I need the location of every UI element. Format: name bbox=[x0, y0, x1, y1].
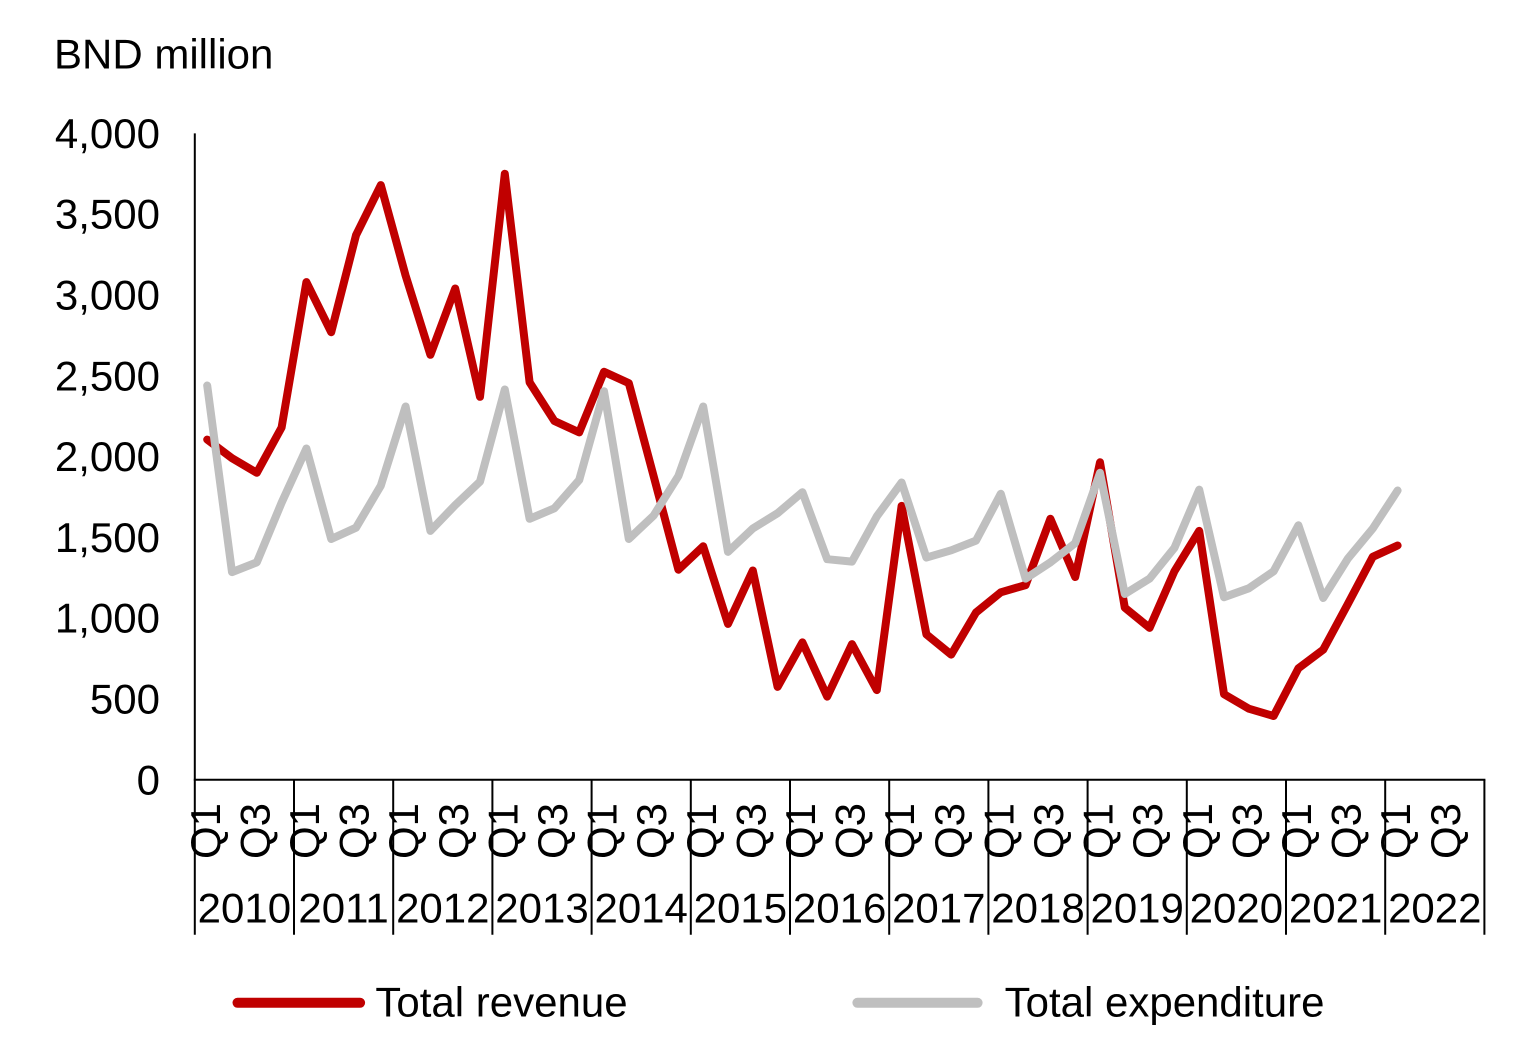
svg-text:2012: 2012 bbox=[396, 885, 489, 932]
svg-text:3,500: 3,500 bbox=[55, 191, 160, 238]
svg-text:Q3: Q3 bbox=[1124, 803, 1171, 859]
svg-text:Q1: Q1 bbox=[380, 803, 427, 859]
svg-text:Q3: Q3 bbox=[926, 803, 973, 859]
svg-text:Q1: Q1 bbox=[1372, 803, 1419, 859]
svg-text:500: 500 bbox=[90, 675, 160, 722]
svg-text:Q1: Q1 bbox=[182, 803, 229, 859]
svg-text:Total revenue: Total revenue bbox=[375, 979, 627, 1026]
svg-text:Total expenditure: Total expenditure bbox=[1005, 979, 1325, 1026]
svg-text:Q1: Q1 bbox=[777, 803, 824, 859]
svg-text:3,000: 3,000 bbox=[55, 271, 160, 318]
svg-text:Q3: Q3 bbox=[727, 803, 774, 859]
svg-text:Q3: Q3 bbox=[1323, 803, 1370, 859]
svg-text:2017: 2017 bbox=[892, 885, 985, 932]
svg-text:2,500: 2,500 bbox=[55, 352, 160, 399]
svg-text:Q3: Q3 bbox=[331, 803, 378, 859]
svg-text:2019: 2019 bbox=[1090, 885, 1183, 932]
svg-text:2018: 2018 bbox=[991, 885, 1084, 932]
svg-text:0: 0 bbox=[137, 756, 160, 803]
svg-text:2013: 2013 bbox=[495, 885, 588, 932]
svg-text:1,000: 1,000 bbox=[55, 595, 160, 642]
svg-text:2010: 2010 bbox=[198, 885, 291, 932]
svg-text:Q1: Q1 bbox=[281, 803, 328, 859]
svg-text:Q3: Q3 bbox=[231, 803, 278, 859]
svg-text:Q3: Q3 bbox=[529, 803, 576, 859]
svg-text:4,000: 4,000 bbox=[55, 110, 160, 157]
svg-text:Q1: Q1 bbox=[1273, 803, 1320, 859]
svg-text:1,500: 1,500 bbox=[55, 514, 160, 561]
svg-text:Q3: Q3 bbox=[827, 803, 874, 859]
svg-text:2015: 2015 bbox=[694, 885, 787, 932]
svg-text:Q1: Q1 bbox=[1174, 803, 1221, 859]
svg-text:2,000: 2,000 bbox=[55, 433, 160, 480]
svg-text:Q3: Q3 bbox=[1025, 803, 1072, 859]
svg-text:2011: 2011 bbox=[298, 885, 388, 932]
svg-text:Q1: Q1 bbox=[678, 803, 725, 859]
svg-text:Q3: Q3 bbox=[1223, 803, 1270, 859]
svg-text:Q3: Q3 bbox=[430, 803, 477, 859]
svg-text:2016: 2016 bbox=[793, 885, 886, 932]
svg-text:2014: 2014 bbox=[594, 885, 687, 932]
svg-text:BND million: BND million bbox=[54, 31, 273, 78]
svg-text:Q1: Q1 bbox=[479, 803, 526, 859]
svg-text:Q1: Q1 bbox=[975, 803, 1022, 859]
svg-text:Q3: Q3 bbox=[1422, 803, 1469, 859]
svg-text:Q1: Q1 bbox=[876, 803, 923, 859]
svg-text:2021: 2021 bbox=[1289, 885, 1382, 932]
svg-text:2022: 2022 bbox=[1388, 885, 1481, 932]
svg-text:Q1: Q1 bbox=[1075, 803, 1122, 859]
svg-text:Q3: Q3 bbox=[628, 803, 675, 859]
svg-text:Q1: Q1 bbox=[579, 803, 626, 859]
svg-text:2020: 2020 bbox=[1190, 885, 1283, 932]
